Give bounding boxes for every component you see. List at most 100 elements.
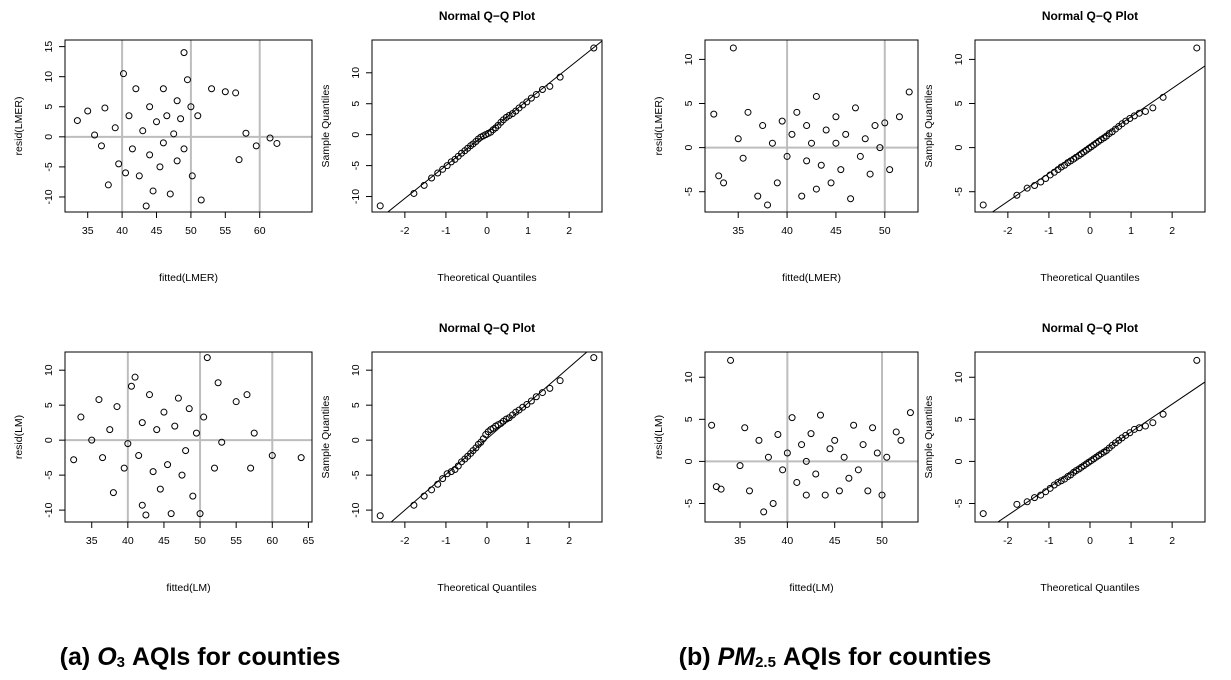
point xyxy=(146,151,154,159)
panel: 35 40 45 50 -5 0 5 10 fitted(LMER) resid(LMER) xyxy=(653,39,919,284)
point xyxy=(180,49,188,57)
x-tick-label: 0 xyxy=(484,535,490,547)
point xyxy=(527,94,535,102)
point xyxy=(1031,494,1039,502)
point xyxy=(120,464,128,472)
point xyxy=(164,461,172,469)
x-axis-label: fitted(LM) xyxy=(789,582,833,594)
point xyxy=(979,510,987,518)
x-tick-label: 2 xyxy=(566,225,572,237)
x-tick-label: 35 xyxy=(734,535,746,547)
x-tick-label: 40 xyxy=(122,535,134,547)
y-tick-label: 10 xyxy=(953,53,965,65)
point xyxy=(180,145,188,153)
point xyxy=(1023,184,1031,192)
point xyxy=(523,98,531,106)
plot-frame xyxy=(974,39,1206,213)
point xyxy=(127,382,135,390)
point xyxy=(95,396,103,404)
point xyxy=(243,391,251,399)
y-tick-label: -5 xyxy=(683,187,695,196)
point xyxy=(802,457,810,465)
point xyxy=(235,156,243,164)
point xyxy=(1149,419,1157,427)
point xyxy=(538,389,546,397)
point xyxy=(556,73,564,81)
x-tick-label: 35 xyxy=(82,225,94,237)
point xyxy=(745,487,753,495)
point xyxy=(803,122,811,130)
point xyxy=(106,426,114,434)
point xyxy=(808,139,815,147)
point xyxy=(73,117,81,125)
point xyxy=(847,195,855,203)
point xyxy=(532,393,540,401)
plot-area xyxy=(979,356,1205,522)
point xyxy=(252,142,260,150)
point xyxy=(182,447,190,455)
point xyxy=(149,468,157,476)
point xyxy=(113,403,121,411)
point xyxy=(111,124,119,132)
point xyxy=(715,172,723,180)
plot-area xyxy=(65,40,312,212)
point xyxy=(138,419,146,427)
y-axis-label: resid(LM) xyxy=(653,415,665,459)
caption-variable: O xyxy=(97,643,117,671)
point xyxy=(135,452,143,460)
caption-subscript: 3 xyxy=(117,654,125,671)
point xyxy=(832,139,840,147)
point xyxy=(142,202,150,210)
y-tick-label: -10 xyxy=(43,502,55,517)
x-tick-label: 35 xyxy=(732,225,744,237)
qq-line xyxy=(387,40,602,212)
x-axis-label: Theoretical Quantiles xyxy=(437,582,536,594)
point xyxy=(864,487,872,495)
x-axis-label: fitted(LMER) xyxy=(159,272,218,284)
point xyxy=(754,192,762,200)
plot-frame xyxy=(974,351,1206,523)
point xyxy=(821,491,829,499)
point xyxy=(708,421,716,429)
y-axis-label: resid(LMER) xyxy=(653,97,665,156)
y-tick-label: 0 xyxy=(953,458,965,464)
point xyxy=(906,409,914,417)
x-tick-label: 50 xyxy=(185,225,197,237)
point xyxy=(798,192,806,200)
x-tick-label: 1 xyxy=(525,225,531,237)
point xyxy=(1149,104,1157,112)
panel-title: Normal Q−Q Plot xyxy=(1042,9,1138,23)
point xyxy=(1193,44,1201,52)
point xyxy=(873,449,881,457)
panel: 35 40 45 50 55 60 -10 -5 0 5 10 15 fitted(LMER) resid… xyxy=(13,39,313,284)
caption: (b) PM2.5 AQIs for counties xyxy=(679,643,992,671)
point xyxy=(812,470,820,478)
point xyxy=(132,85,140,93)
x-tick-label: 1 xyxy=(1128,225,1134,237)
x-tick-label: 40 xyxy=(782,535,794,547)
point xyxy=(812,92,820,100)
point xyxy=(439,165,447,173)
y-tick-label: -5 xyxy=(350,470,362,479)
x-tick-label: 45 xyxy=(830,225,842,237)
plot-area xyxy=(65,352,312,522)
point xyxy=(115,160,123,168)
y-tick-label: 0 xyxy=(350,437,362,443)
point xyxy=(1054,478,1062,486)
point xyxy=(546,82,554,90)
x-tick-label: 2 xyxy=(1169,225,1175,237)
y-tick-label: 10 xyxy=(683,371,695,383)
point xyxy=(892,428,900,436)
point xyxy=(160,408,168,416)
point xyxy=(741,424,749,432)
point xyxy=(1042,488,1050,496)
point xyxy=(376,512,384,520)
point xyxy=(119,70,127,78)
caption-label: (b) xyxy=(679,643,711,671)
x-tick-label: 45 xyxy=(151,225,163,237)
y-tick-label: 5 xyxy=(683,416,695,422)
point xyxy=(774,430,782,438)
x-tick-label: 0 xyxy=(1087,225,1093,237)
point xyxy=(720,179,728,187)
